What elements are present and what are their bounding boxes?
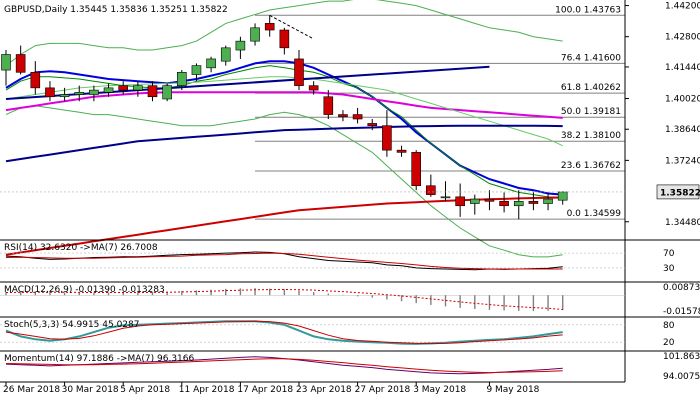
current-price-box [656, 184, 700, 200]
date-axis-label: 26 Mar 2018 [3, 385, 60, 395]
fib-level-label: 0.0 1.34599 [567, 209, 622, 219]
price-axis-label: 1.42800 [665, 33, 700, 43]
candle-body [469, 198, 480, 204]
trendline [269, 14, 314, 40]
candle-body [220, 47, 231, 62]
indicator-axis-label: 80 [663, 321, 675, 331]
candle-body [191, 65, 202, 75]
candle-body [177, 71, 187, 86]
candle-body [484, 198, 495, 202]
candle-body [103, 87, 114, 93]
indicator-axis-label: 94.0075 [663, 372, 700, 382]
candle-body [499, 200, 509, 207]
candle-body [206, 58, 216, 69]
date-axis-label: 23 Apr 2018 [296, 385, 352, 395]
fib-level-label: 61.8 1.40262 [561, 83, 621, 93]
candle-body [426, 185, 436, 195]
candle-body [74, 92, 85, 95]
date-axis-label: 9 May 2018 [486, 385, 539, 395]
fib-level-label: 38.2 1.38100 [561, 131, 621, 141]
candle-body [133, 85, 143, 91]
date-axis-label: 11 Apr 2018 [179, 385, 235, 395]
indicator-label: MACD(12,26,9) -0.01390 -0.013283 [4, 285, 165, 295]
indicator-line [5, 320, 563, 345]
candle-body [455, 196, 465, 207]
candle-body [147, 85, 158, 98]
candle-body [352, 114, 363, 120]
indicator-axis-label: 101.8637 [663, 352, 700, 362]
candle-body [338, 114, 348, 118]
moving-average-line [5, 65, 563, 198]
candle-body [294, 58, 304, 86]
indicator-line [5, 358, 563, 374]
indicator-line [5, 252, 563, 270]
candle-body [367, 123, 378, 126]
date-axis-label: 27 Apr 2018 [355, 385, 411, 395]
date-axis-label: 3 May 2018 [413, 385, 466, 395]
candle-body [89, 89, 99, 95]
date-axis-label: 30 Mar 2018 [62, 385, 119, 395]
candle-body [250, 27, 260, 42]
candle-body [528, 200, 539, 204]
indicator-axis-label: 0.008736 [663, 283, 700, 293]
candle-body [543, 198, 553, 204]
indicator-axis-label: -0.015789 [663, 307, 700, 317]
price-axis-label: 1.38640 [665, 125, 700, 135]
price-axis-label: 1.41440 [665, 63, 700, 73]
candle-body [59, 94, 70, 98]
candle-body [382, 125, 392, 151]
indicator-label: Stoch(5,3,3) 54.9915 45.0287 [4, 320, 139, 330]
indicator-axis-label: 30 [663, 264, 675, 274]
indicator-label: Momentum(14) 97.1886 ->MA(7) 96.3166 [4, 354, 195, 364]
moving-average-line [5, 91, 563, 119]
candle-body [264, 23, 275, 31]
moving-average-line [5, 124, 563, 163]
date-axis-label: 17 Apr 2018 [237, 385, 293, 395]
candle-body [513, 200, 524, 207]
candle-body [440, 196, 451, 199]
candle-body [1, 54, 11, 71]
chart-header: GBPUSD,Daily 1.35445 1.35836 1.35251 1.3… [4, 5, 228, 15]
indicator-label: RSI(14) 32.6320 ->MA(7) 26.7008 [4, 243, 158, 253]
candle-body [15, 54, 26, 73]
macd-signal-line [5, 288, 563, 310]
price-axis-label: 1.44200 [665, 2, 700, 12]
fib-level-label: 76.4 1.41600 [561, 53, 621, 63]
envelope-band-line [5, 0, 563, 66]
indicator-line [5, 320, 563, 345]
moving-average-line [5, 60, 563, 196]
moving-average-line [5, 76, 563, 147]
price-axis-label: 1.37240 [665, 156, 700, 166]
candle-body [308, 85, 319, 91]
candle-body [45, 87, 55, 98]
indicator-axis-label: 70 [663, 249, 675, 259]
candle-body [279, 29, 290, 49]
price-axis-label: 1.34480 [665, 218, 700, 228]
trendline [5, 65, 490, 100]
candle-body [30, 71, 41, 89]
candle-body [323, 96, 334, 115]
fib-level-label: 100.0 1.43763 [555, 5, 621, 15]
candle-body [162, 85, 172, 100]
candle-body [118, 85, 128, 91]
fib-level-label: 23.6 1.36762 [561, 161, 621, 171]
candle-body [235, 40, 246, 51]
candle-body [396, 149, 407, 153]
envelope-band-line [5, 105, 563, 258]
indicator-axis-label: 20 [663, 338, 675, 348]
moving-average-line [5, 196, 563, 256]
candle-body [557, 191, 568, 201]
candle-body [411, 152, 422, 187]
fib-level-label: 50.0 1.39181 [561, 107, 621, 117]
price-axis-label: 1.40020 [665, 95, 700, 105]
date-axis-label: 5 Apr 2018 [120, 385, 170, 395]
current-price-label: 1.35822 [660, 188, 700, 198]
